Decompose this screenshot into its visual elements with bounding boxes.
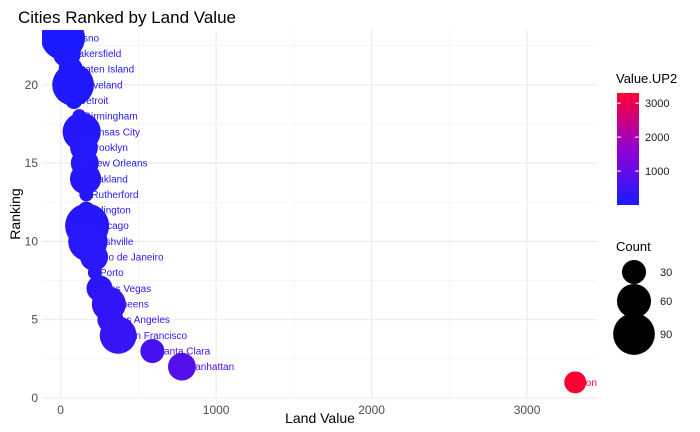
size-key-label: 90	[660, 329, 672, 341]
y-tick-label: 20	[25, 78, 39, 92]
color-tick-label: 3000	[645, 98, 669, 110]
x-axis-title: Land Value	[285, 410, 355, 426]
point-label: Porto	[100, 268, 124, 279]
point-label: Rutherford	[91, 190, 138, 201]
y-tick-label: 5	[31, 313, 38, 327]
point-label: Detroit	[79, 96, 109, 107]
size-key-label: 60	[660, 296, 672, 308]
x-axis-ticks: 0 1000 2000 3000	[57, 403, 540, 417]
size-key-circle	[616, 283, 652, 319]
x-tick-label: 2000	[358, 403, 385, 417]
point-label: Nashville	[93, 237, 134, 248]
y-axis-ticks: 0 5 10 15 20	[25, 78, 39, 405]
point-label: Bakersfield	[72, 49, 121, 60]
color-tick-label: 2000	[645, 132, 669, 144]
color-legend-ticks: 1000 2000 3000	[617, 98, 669, 178]
point-label: New Orleans	[90, 159, 148, 170]
point-label: Chicago	[92, 221, 129, 232]
y-tick-label: 0	[31, 391, 38, 405]
color-legend-title: Value.UP2	[616, 71, 677, 86]
data-point	[65, 91, 83, 109]
point-label: London	[580, 378, 613, 389]
point-label: Manhattan	[187, 362, 234, 373]
data-point	[80, 243, 108, 271]
size-legend-keys: 30 60 90	[613, 259, 672, 355]
point-label: Oakland	[91, 174, 128, 185]
data-point	[140, 338, 165, 364]
x-tick-label: 0	[57, 403, 64, 417]
color-legend: Value.UP2 1000 2000 3000	[616, 71, 677, 205]
size-key-label: 30	[660, 267, 672, 279]
point-label: Queens	[114, 300, 149, 311]
y-tick-label: 10	[25, 234, 39, 248]
x-tick-label: 3000	[514, 403, 541, 417]
data-point	[168, 352, 196, 381]
point-label: Arlington	[91, 206, 130, 217]
point-label: Las Vegas	[105, 284, 152, 295]
data-point	[564, 371, 587, 394]
color-tick-label: 1000	[645, 166, 669, 178]
point-label: Rio de Janeiro	[99, 253, 164, 264]
data-point	[79, 187, 94, 202]
data-point	[99, 316, 137, 354]
color-bar	[617, 93, 639, 205]
data-point	[52, 63, 94, 106]
size-key-circle	[621, 259, 647, 285]
x-tick-label: 1000	[203, 403, 230, 417]
point-label: Santa Clara	[157, 347, 210, 358]
point-label: San Francisco	[123, 331, 187, 342]
size-key-circle	[613, 313, 655, 355]
point-label: Cleveland	[78, 80, 122, 91]
point-label: Los Angeles	[115, 315, 169, 326]
point-label: Kansas City	[87, 127, 140, 138]
size-legend-title: Count	[616, 239, 651, 254]
point-labels: Fresno Bakersfield Staten Island Cleveland D…	[68, 33, 613, 389]
point-label: Birmingham	[84, 112, 137, 123]
y-axis-title: Ranking	[7, 188, 23, 239]
point-label: Fresno	[68, 33, 100, 44]
grid	[42, 30, 597, 399]
chart-title: Cities Ranked by Land Value	[18, 8, 236, 27]
y-tick-label: 15	[25, 156, 39, 170]
size-legend: Count 30 60 90	[613, 239, 672, 355]
data-points	[42, 30, 587, 394]
data-point	[69, 163, 102, 195]
point-label: Staten Island	[76, 65, 134, 76]
point-label: Brooklyn	[89, 143, 128, 154]
